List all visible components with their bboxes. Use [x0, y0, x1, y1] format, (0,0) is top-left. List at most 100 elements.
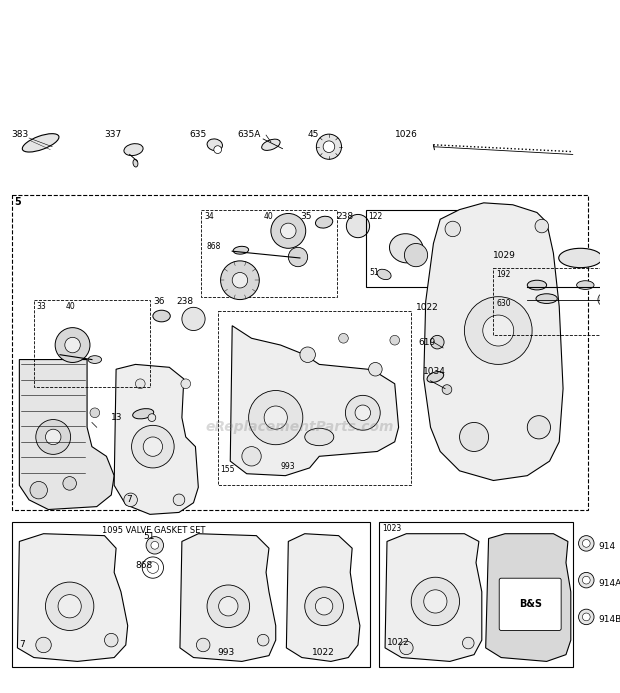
- Circle shape: [527, 416, 551, 439]
- Circle shape: [151, 541, 159, 549]
- Circle shape: [578, 572, 594, 588]
- Circle shape: [347, 214, 370, 238]
- Text: 35: 35: [300, 211, 311, 220]
- Bar: [12, 195, 588, 509]
- Circle shape: [65, 337, 81, 353]
- Circle shape: [55, 328, 90, 362]
- Circle shape: [242, 446, 261, 466]
- Circle shape: [316, 134, 342, 159]
- Circle shape: [399, 641, 413, 655]
- Circle shape: [143, 437, 162, 456]
- Circle shape: [430, 335, 444, 349]
- Circle shape: [464, 297, 532, 365]
- Text: 1095 VALVE GASKET SET: 1095 VALVE GASKET SET: [102, 526, 205, 535]
- Text: 192: 192: [497, 270, 511, 279]
- Polygon shape: [286, 534, 360, 661]
- Circle shape: [355, 405, 371, 421]
- Text: 51: 51: [143, 532, 154, 541]
- Circle shape: [271, 213, 306, 248]
- Circle shape: [214, 146, 221, 153]
- Text: 1023: 1023: [382, 524, 401, 533]
- Text: 1022: 1022: [311, 648, 334, 657]
- Text: 1022: 1022: [416, 304, 439, 313]
- Text: 51: 51: [370, 267, 379, 277]
- Ellipse shape: [88, 356, 102, 363]
- Text: 7: 7: [19, 640, 25, 649]
- Text: 45: 45: [308, 130, 319, 139]
- Circle shape: [339, 333, 348, 343]
- Polygon shape: [17, 534, 128, 661]
- Circle shape: [345, 396, 380, 430]
- Text: 914: 914: [598, 542, 615, 551]
- Text: eReplacementParts.com: eReplacementParts.com: [206, 420, 394, 435]
- Polygon shape: [385, 534, 482, 661]
- Text: 383: 383: [12, 130, 29, 139]
- Circle shape: [45, 582, 94, 631]
- Circle shape: [147, 562, 159, 573]
- FancyBboxPatch shape: [499, 578, 561, 631]
- Text: 5: 5: [14, 197, 21, 207]
- Circle shape: [463, 638, 474, 649]
- Circle shape: [36, 638, 51, 653]
- Ellipse shape: [577, 281, 594, 290]
- Text: 914B: 914B: [598, 615, 620, 624]
- Polygon shape: [19, 360, 114, 509]
- Circle shape: [404, 243, 428, 267]
- Text: 993: 993: [281, 462, 295, 471]
- Circle shape: [390, 335, 399, 345]
- Ellipse shape: [133, 409, 154, 419]
- Text: 1026: 1026: [395, 130, 418, 139]
- Circle shape: [135, 379, 145, 389]
- Circle shape: [249, 391, 303, 445]
- Text: 34: 34: [204, 211, 214, 220]
- Ellipse shape: [536, 294, 557, 304]
- Circle shape: [221, 261, 259, 299]
- Circle shape: [63, 477, 76, 490]
- Text: 155: 155: [221, 465, 235, 474]
- Circle shape: [281, 223, 296, 238]
- Text: B&S: B&S: [519, 599, 542, 609]
- Circle shape: [124, 493, 138, 507]
- Circle shape: [369, 362, 382, 376]
- Ellipse shape: [377, 270, 391, 279]
- Bar: [202, 209, 337, 297]
- Text: 914A: 914A: [598, 579, 620, 588]
- Ellipse shape: [153, 310, 170, 322]
- Circle shape: [131, 426, 174, 468]
- Circle shape: [232, 272, 247, 288]
- Text: 40: 40: [66, 301, 76, 310]
- Ellipse shape: [427, 371, 444, 383]
- Text: 238: 238: [176, 297, 193, 306]
- Polygon shape: [485, 534, 571, 661]
- Polygon shape: [230, 326, 399, 475]
- Text: 1022: 1022: [387, 638, 410, 647]
- Polygon shape: [114, 365, 198, 514]
- Circle shape: [257, 634, 269, 646]
- Circle shape: [30, 482, 47, 499]
- Circle shape: [45, 429, 61, 445]
- Circle shape: [36, 419, 71, 455]
- Polygon shape: [423, 203, 563, 480]
- Ellipse shape: [133, 159, 138, 167]
- Text: 40: 40: [264, 211, 274, 220]
- Text: 238: 238: [337, 211, 354, 220]
- Bar: [34, 299, 150, 387]
- Circle shape: [578, 609, 594, 624]
- Text: 13: 13: [111, 413, 123, 422]
- Circle shape: [483, 315, 514, 346]
- Circle shape: [442, 385, 452, 394]
- Circle shape: [316, 597, 333, 615]
- Circle shape: [219, 597, 238, 616]
- Ellipse shape: [207, 139, 223, 150]
- Text: 33: 33: [37, 301, 46, 310]
- Circle shape: [146, 536, 164, 554]
- Circle shape: [445, 221, 461, 237]
- Ellipse shape: [389, 234, 423, 263]
- Text: 635: 635: [190, 130, 207, 139]
- Text: 993: 993: [218, 648, 235, 657]
- Ellipse shape: [22, 134, 59, 152]
- Text: 630: 630: [497, 299, 511, 308]
- Ellipse shape: [305, 428, 334, 446]
- Text: 1034: 1034: [423, 367, 446, 376]
- Circle shape: [411, 577, 459, 626]
